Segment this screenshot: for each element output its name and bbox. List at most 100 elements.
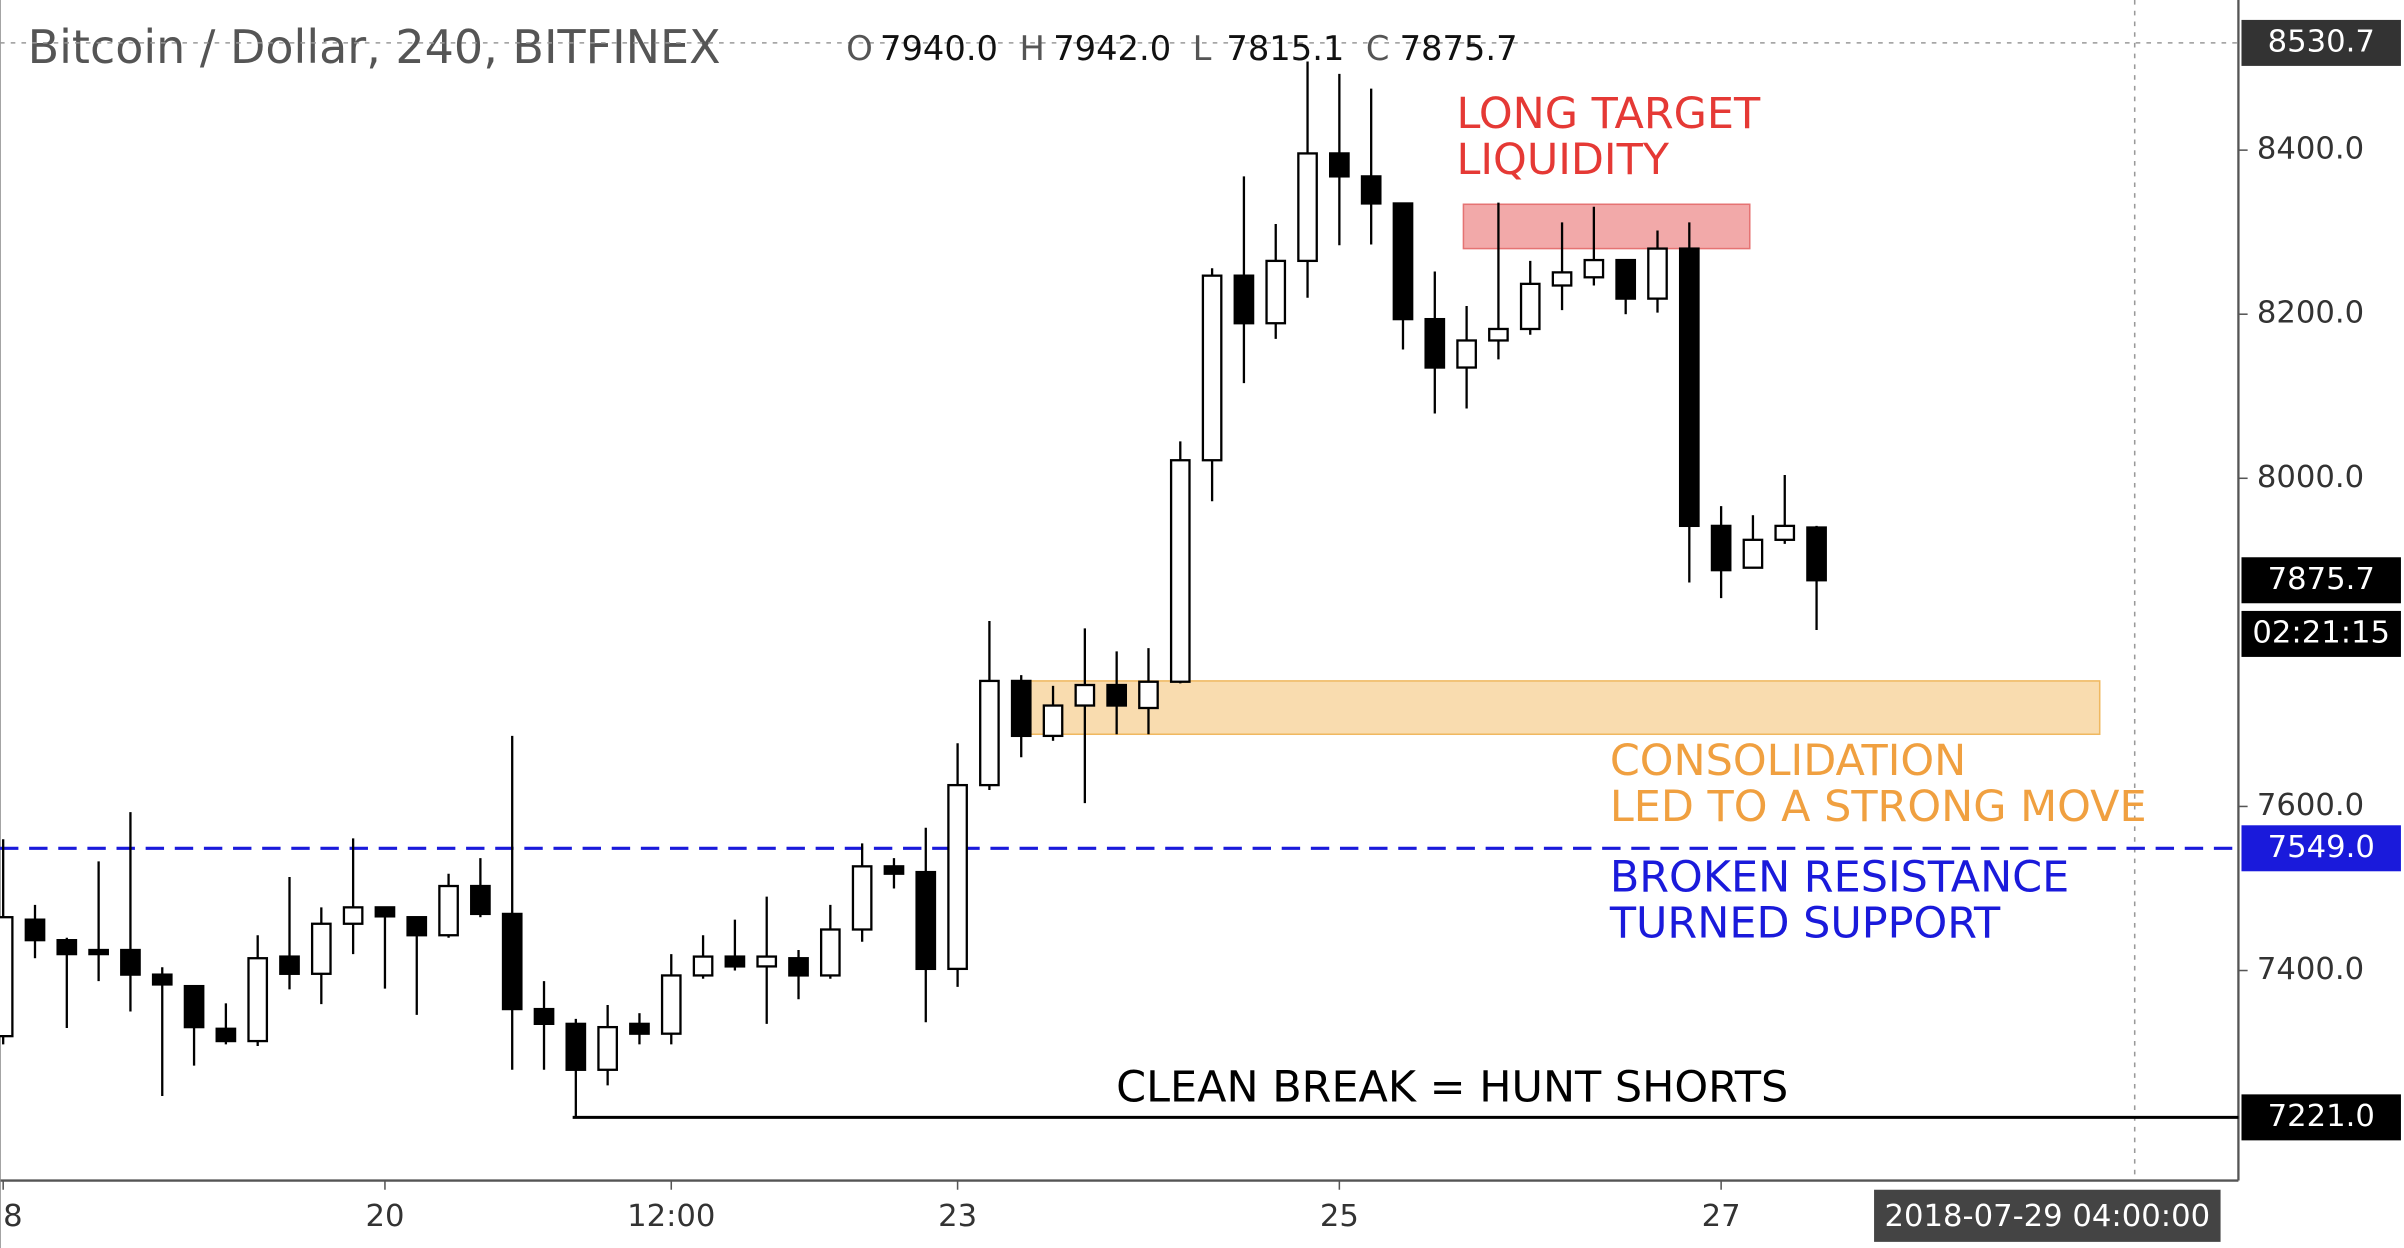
- candle-body: [692, 955, 714, 977]
- candle-body: [724, 955, 746, 968]
- candle-body: [597, 1025, 618, 1071]
- annotation: BROKEN RESISTANCE: [1610, 853, 2069, 903]
- candle-body: [915, 870, 937, 971]
- candle-body: [374, 906, 396, 918]
- candle-body: [1010, 679, 1032, 738]
- candle-body: [1392, 202, 1414, 321]
- candle-body: [1074, 683, 1096, 707]
- price-line-label: 7549.0: [2268, 830, 2375, 865]
- candle-body: [56, 939, 78, 956]
- candle-body: [1647, 247, 1668, 300]
- candle-body: [629, 1022, 650, 1035]
- y-tick-label: 7600.0: [2257, 788, 2364, 823]
- countdown-label: 02:21:15: [2252, 615, 2390, 650]
- candle-body: [1806, 526, 1827, 582]
- candle-body: [1329, 152, 1350, 178]
- annotation: CLEAN BREAK = HUNT SHORTS: [1116, 1063, 1788, 1113]
- candle-body: [1583, 258, 1605, 279]
- last-price-label: 7875.7: [2268, 562, 2375, 597]
- x-tick-label: 20: [365, 1199, 404, 1234]
- candle-body: [788, 957, 809, 977]
- candle-body: [1710, 524, 1732, 572]
- price-line-label: 7221.0: [2268, 1099, 2375, 1134]
- candle-body: [501, 912, 523, 1011]
- zone: [1462, 203, 1751, 250]
- candle-body: [151, 973, 173, 986]
- candle-body: [1678, 247, 1700, 528]
- candle-body: [819, 928, 841, 977]
- candle-body: [438, 884, 459, 937]
- x-tick-label: 12:00: [627, 1199, 715, 1234]
- ohlc-value: 7875.7: [1400, 29, 1518, 68]
- candle-body: [1138, 680, 1159, 710]
- crosshair-time-box: [1874, 1189, 2221, 1242]
- y-tick-label: 8400.0: [2257, 132, 2364, 167]
- annotation: LONG TARGET: [1457, 89, 1762, 139]
- candle-body: [1106, 683, 1128, 707]
- last-price-box: [2241, 557, 2401, 604]
- chart-title: Bitcoin / Dollar, 240, BITFINEX: [28, 20, 721, 74]
- candle-body: [310, 922, 332, 975]
- candle-body: [342, 906, 364, 925]
- y-tick-label: 8000.0: [2257, 460, 2364, 495]
- crosshair-price-label: 8530.7: [2268, 24, 2375, 59]
- crosshair-time-label: 2018-07-29 04:00:00: [1885, 1199, 2211, 1234]
- candle-body: [1742, 538, 1764, 569]
- x-tick-label: 23: [938, 1199, 977, 1234]
- countdown-box: [2241, 610, 2401, 657]
- annotation: LIQUIDITY: [1457, 135, 1670, 185]
- candle-body: [183, 984, 205, 1029]
- candle-body: [24, 918, 46, 942]
- candle-body: [883, 865, 905, 875]
- candle-body: [1201, 274, 1223, 462]
- candle-body: [1456, 339, 1477, 369]
- annotation: TURNED SUPPORT: [1609, 899, 2001, 949]
- candle-body: [1615, 258, 1637, 300]
- candle-body: [756, 955, 778, 968]
- candle-body: [1424, 317, 1446, 369]
- candle-body: [247, 957, 269, 1043]
- candle-body: [279, 955, 300, 975]
- ohlc-value: 7942.0: [1053, 29, 1171, 68]
- candle-body: [1297, 152, 1318, 263]
- price-line-box: [2241, 825, 2401, 872]
- candle-body: [1042, 704, 1064, 738]
- candle-body: [215, 1027, 237, 1043]
- x-tick-label: 27: [1702, 1199, 1741, 1234]
- candle-body: [533, 1007, 555, 1025]
- ohlc-value: 7815.1: [1226, 29, 1344, 68]
- candle-body: [565, 1022, 587, 1071]
- ohlc-label: L: [1193, 29, 1212, 68]
- candle-body: [979, 679, 1000, 787]
- candle-body: [947, 783, 968, 971]
- candle-body: [1774, 524, 1796, 541]
- price-line-box: [2241, 1094, 2401, 1141]
- candle-body: [1519, 282, 1541, 331]
- candle-body: [1169, 459, 1191, 683]
- x-tick-label: 25: [1320, 1199, 1359, 1234]
- candle-body: [1551, 271, 1573, 287]
- candle-body: [851, 865, 873, 931]
- ohlc-label: H: [1019, 29, 1044, 68]
- zone: [1018, 680, 2101, 736]
- y-tick-label: 8200.0: [2257, 296, 2364, 331]
- candle-body: [0, 916, 14, 1038]
- annotation: LED TO A STRONG MOVE: [1610, 782, 2147, 832]
- candle-body: [88, 948, 109, 956]
- ohlc-label: C: [1366, 29, 1390, 68]
- annotation: CONSOLIDATION: [1610, 736, 1966, 786]
- candle-body: [406, 916, 428, 937]
- candle-body: [1488, 327, 1509, 342]
- x-tick-label: 8: [3, 1199, 23, 1234]
- candle-body: [120, 948, 141, 976]
- y-tick-label: 7400.0: [2257, 952, 2364, 987]
- crosshair-price-box: [2241, 19, 2401, 66]
- ohlc-label: O: [846, 29, 873, 68]
- candle-body: [1233, 274, 1255, 325]
- candle-body: [1265, 259, 1287, 325]
- candle-body: [1360, 175, 1382, 205]
- candle-body: [470, 884, 491, 916]
